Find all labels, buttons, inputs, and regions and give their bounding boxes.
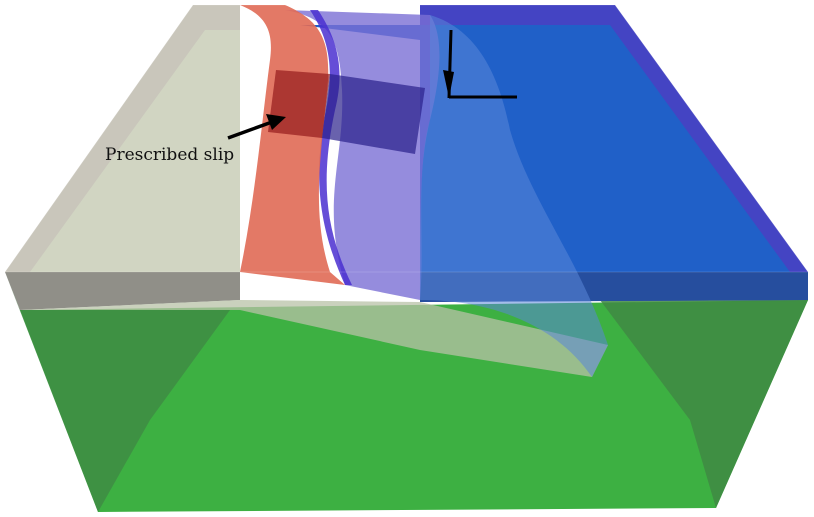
- crust-lower-lip: [20, 300, 608, 377]
- slab-surface: [285, 10, 440, 300]
- prescribed-slip-annotation: Prescribed slip: [105, 114, 286, 165]
- crust-inner-face: [30, 30, 240, 272]
- mantle-block: [5, 272, 808, 512]
- annotation-arrow-shaft: [227, 120, 273, 140]
- continental-crust: [5, 5, 608, 377]
- axes-glyph: [443, 29, 517, 99]
- annotation-arrow-head: [266, 114, 286, 130]
- fault-zone: [240, 5, 425, 285]
- mantle-left-side: [20, 310, 230, 512]
- mantle-right-face: [600, 300, 808, 508]
- mantle-front-face: [20, 300, 808, 512]
- annotation-label: Prescribed slip: [105, 145, 234, 165]
- subducting-slab: [285, 10, 608, 377]
- slab-deep-tongue: [420, 15, 608, 377]
- mantle-left-face: [5, 272, 98, 512]
- fault-band-dark: [268, 70, 330, 138]
- block-top-outline: [4, 4, 809, 273]
- crust-front-band: [5, 272, 240, 310]
- slab-band-dark: [322, 74, 425, 154]
- axis-arrowhead: [443, 70, 454, 98]
- slab-edge-dark: [310, 10, 352, 285]
